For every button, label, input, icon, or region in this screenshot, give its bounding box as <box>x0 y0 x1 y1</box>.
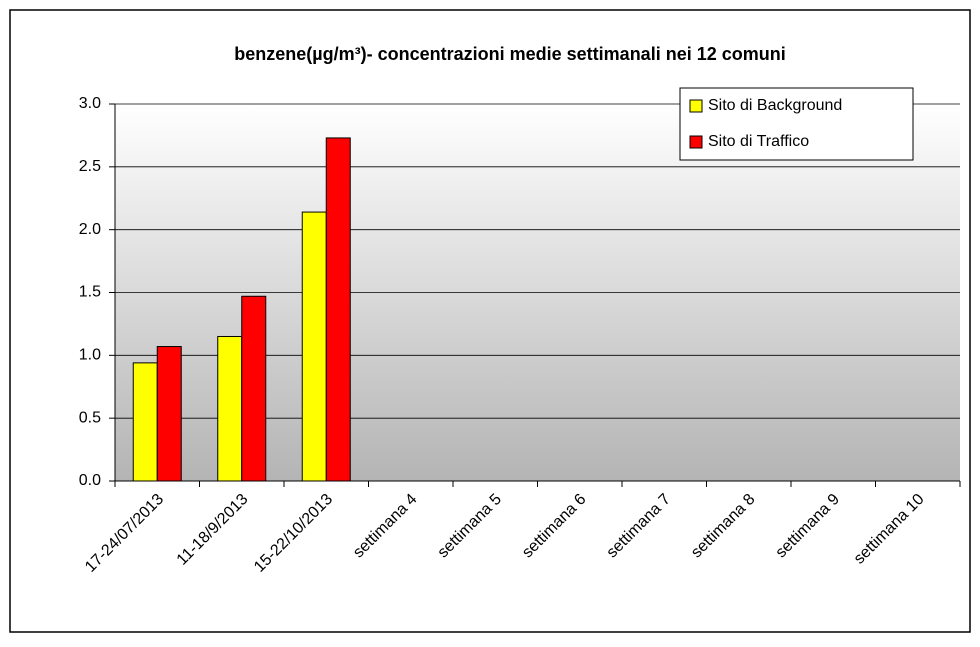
bar <box>301 211 327 482</box>
y-tick-label: 2.5 <box>79 158 101 175</box>
bar <box>241 295 267 482</box>
legend-box <box>679 87 914 161</box>
legend-swatch <box>689 135 703 149</box>
bar <box>217 335 243 482</box>
chart-title: benzene(µg/m³)- concentrazioni medie set… <box>234 44 785 64</box>
legend-label: Sito di Background <box>708 97 842 114</box>
y-tick-label: 3.0 <box>79 95 101 112</box>
bar <box>325 137 351 482</box>
y-tick-label: 0.0 <box>79 472 101 489</box>
y-tick-label: 1.0 <box>79 347 101 364</box>
bar <box>156 346 182 482</box>
y-tick-label: 2.0 <box>79 221 101 238</box>
y-tick-label: 0.5 <box>79 409 101 426</box>
bar <box>132 362 158 482</box>
y-tick-label: 1.5 <box>79 284 101 301</box>
legend-swatch <box>689 99 703 113</box>
legend-label: Sito di Traffico <box>708 133 809 150</box>
